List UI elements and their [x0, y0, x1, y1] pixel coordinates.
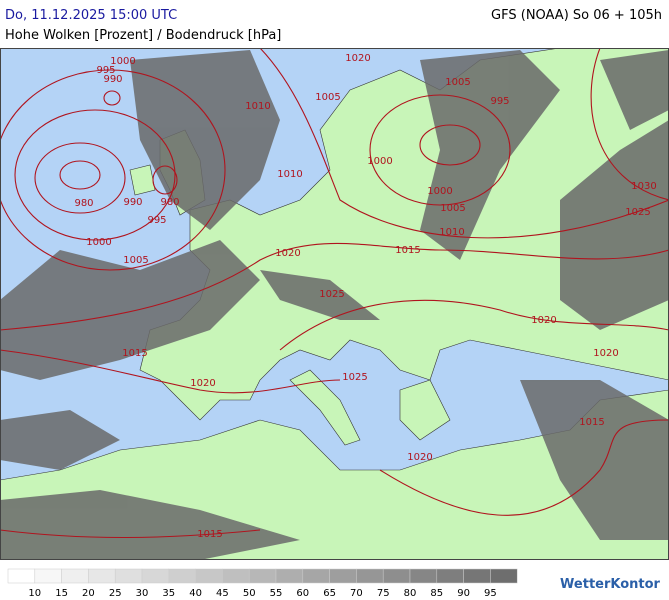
isobar-label: 1025	[625, 207, 650, 218]
legend-label: 50	[243, 588, 256, 599]
isobar-label: 980	[160, 197, 179, 208]
isobar-label: 990	[103, 74, 122, 85]
isobar-label: 1010	[439, 227, 464, 238]
model-info: GFS (NOAA) So 06 + 105h	[491, 8, 662, 23]
isobar	[419, 124, 481, 166]
isobar-label: 1020	[593, 348, 618, 359]
legend-label: 85	[430, 588, 443, 599]
isobar-label: 1005	[123, 255, 148, 266]
isobar-label: 1025	[319, 289, 344, 300]
isobar-label: 1000	[110, 56, 135, 67]
legend-label: 15	[55, 588, 68, 599]
isobar-label: 1005	[445, 77, 470, 88]
isobar	[14, 109, 176, 241]
isobar-label: 1020	[275, 248, 300, 259]
isobar-label: 1005	[315, 92, 340, 103]
legend-swatch	[61, 568, 89, 584]
legend-swatch	[463, 568, 491, 584]
legend-swatch	[168, 568, 196, 584]
legend-swatch	[302, 568, 330, 584]
legend: 10 15 20 25 30 35 40 45 50 55 60 65 70 75 80 85 90 95	[7, 568, 518, 599]
legend-swatch	[490, 568, 518, 584]
legend-label: 55	[270, 588, 283, 599]
isobar-label: 1000	[427, 186, 452, 197]
legend-swatch	[275, 568, 304, 584]
legend-label: 75	[377, 588, 390, 599]
legend-swatch	[382, 568, 411, 584]
isobar	[0, 242, 669, 331]
isobars	[0, 48, 669, 539]
isobar-label: 1010	[277, 169, 302, 180]
legend-swatch	[356, 568, 384, 584]
isobar	[34, 142, 126, 214]
isobar	[369, 94, 511, 206]
legend-label: 30	[136, 588, 149, 599]
legend-label: 65	[323, 588, 336, 599]
isobar	[0, 529, 261, 539]
legend-swatch	[141, 568, 170, 584]
isobar-label: 1020	[531, 315, 556, 326]
isobar-label: 1025	[342, 372, 367, 383]
isobar	[152, 165, 178, 195]
legend-label: 60	[296, 588, 309, 599]
isobar	[59, 160, 101, 190]
legend-swatch	[409, 568, 438, 584]
isobar-label: 1000	[86, 237, 111, 248]
isobar-label: 995	[147, 215, 166, 226]
legend-label: 35	[162, 588, 175, 599]
isobar-label: 995	[96, 65, 115, 76]
isobar-label: 995	[490, 96, 509, 107]
isobar-label: 1000	[367, 156, 392, 167]
legend-swatch	[329, 568, 357, 584]
clouds	[0, 50, 669, 560]
isobar-label: 1030	[631, 181, 656, 192]
legend-label: 45	[216, 588, 229, 599]
map: 1000995990102010059951010100510001010980…	[0, 48, 669, 560]
legend-swatch	[436, 568, 464, 584]
legend-swatch	[248, 568, 277, 584]
isobar	[259, 48, 669, 239]
legend-swatch	[222, 568, 250, 584]
isobar-label: 1015	[395, 245, 420, 256]
isobar-label: 1015	[197, 529, 222, 540]
legend-label: 95	[484, 588, 497, 599]
brand: WetterKontor	[560, 577, 661, 592]
isobar	[103, 90, 121, 106]
isobar-label: 980	[74, 198, 93, 209]
legend-label: 70	[350, 588, 363, 599]
isobar-label: 1020	[407, 452, 432, 463]
isobar-labels: 1000995990102010059951010100510001010980…	[74, 53, 656, 540]
isobar-label: 1015	[122, 348, 147, 359]
isobar	[279, 299, 669, 351]
legend-swatch	[114, 568, 143, 584]
legend-label: 90	[457, 588, 470, 599]
legend-swatch	[88, 568, 116, 584]
isobar-label: 1005	[440, 203, 465, 214]
legend-label: 10	[28, 588, 41, 599]
legend-swatch	[34, 568, 62, 584]
datetime: Do, 11.12.2025 15:00 UTC	[5, 8, 177, 23]
isobar-label: 1020	[345, 53, 370, 64]
legend-label: 25	[109, 588, 122, 599]
legend-label: 80	[404, 588, 417, 599]
isobar-label: 990	[123, 197, 142, 208]
isobar	[0, 69, 226, 271]
legend-label: 20	[82, 588, 95, 599]
isobar	[590, 48, 669, 201]
isobar	[379, 419, 669, 516]
isobar	[0, 349, 341, 394]
isobar-label: 1010	[245, 101, 270, 112]
legend-swatch	[7, 568, 36, 584]
isobar-label: 1015	[579, 417, 604, 428]
legend-label: 40	[189, 588, 202, 599]
isobar-label: 1020	[190, 378, 215, 389]
map-title: Hohe Wolken [Prozent] / Bodendruck [hPa]	[5, 28, 281, 43]
legend-swatch	[195, 568, 223, 584]
